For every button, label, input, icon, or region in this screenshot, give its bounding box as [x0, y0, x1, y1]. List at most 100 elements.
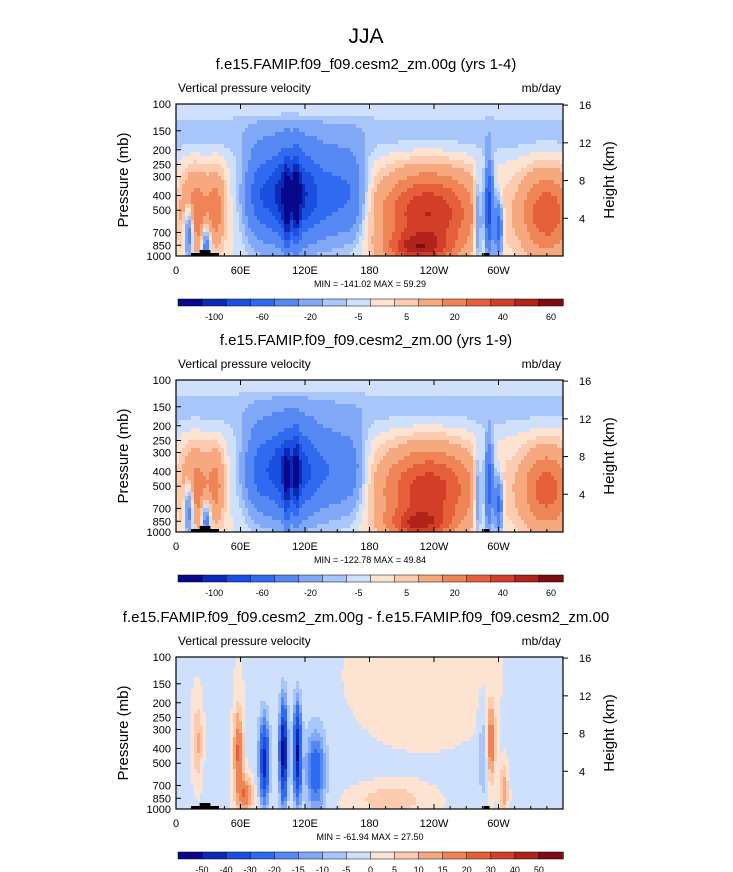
colorbar-box [394, 298, 420, 307]
colorbar-box [322, 298, 348, 307]
y-axis-right-label: Height (km) [601, 141, 618, 219]
p-tick-label: 400 [153, 191, 171, 203]
p-tick-label: 500 [153, 481, 171, 493]
colorbar-box [514, 574, 540, 583]
colorbar-box [346, 851, 372, 860]
colorbar-label: -60 [256, 588, 269, 598]
colorbar-box [177, 574, 203, 583]
colorbar-label: 20 [450, 312, 460, 322]
stats-label: MIN = -141.02 MAX = 59.29 [314, 279, 426, 289]
colorbar-box [466, 574, 492, 583]
colorbar-label: -100 [205, 312, 223, 322]
heatmap-field [176, 380, 563, 532]
y-axis-label: Pressure (mb) [115, 408, 132, 503]
colorbar-box [394, 574, 420, 583]
p-tick-label: 100 [153, 375, 171, 387]
colorbar-box [322, 851, 348, 860]
p-tick-label: 100 [153, 652, 171, 664]
x-tick-label: 180 [360, 265, 378, 277]
colorbar-label: -20 [304, 588, 317, 598]
colorbar-label: -20 [304, 312, 317, 322]
p-tick-label: 300 [153, 448, 171, 460]
colorbar: -50 -40 -30 -20 -15 -10 -5 0 5 10 15 20 30 40 50 [177, 851, 564, 872]
colorbar-label: 5 [404, 312, 409, 322]
colorbar-box [490, 851, 516, 860]
x-tick-label: 120W [420, 541, 449, 553]
x-tick-label: 120E [292, 265, 318, 277]
colorbar-box [201, 298, 227, 307]
colorbar-box [370, 574, 396, 583]
colorbar-label: -15 [292, 865, 305, 872]
colorbar-box [442, 298, 468, 307]
colorbar-label: -60 [256, 312, 269, 322]
colorbar-box [538, 574, 564, 583]
x-tick-label: 0 [173, 541, 179, 553]
colorbar-box [274, 851, 299, 860]
p-tick-label: 1000 [147, 804, 171, 816]
colorbar-box [538, 851, 564, 860]
colorbar-box [346, 298, 372, 307]
x-tick-label: 0 [173, 265, 179, 277]
units-label: mb/day [522, 634, 561, 648]
colorbar-label: -50 [196, 865, 209, 872]
h-tick-label: 12 [579, 691, 591, 703]
colorbar-label: 60 [546, 312, 556, 322]
x-tick-label: 120E [292, 541, 318, 553]
p-tick-label: 700 [153, 780, 171, 792]
colorbar-label: 40 [498, 588, 508, 598]
colorbar-box [201, 574, 227, 583]
p-tick-label: 150 [153, 402, 171, 414]
p-tick-label: 1000 [147, 251, 171, 263]
topography [191, 803, 490, 809]
colorbar-box [177, 851, 203, 860]
colorbar-box [298, 298, 324, 307]
colorbar-label: 50 [534, 865, 544, 872]
colorbar-box [370, 298, 396, 307]
colorbar-label: -5 [342, 865, 350, 872]
h-tick-label: 16 [579, 100, 591, 112]
colorbar-box [298, 574, 324, 583]
h-tick-label: 4 [579, 213, 585, 225]
p-tick-label: 150 [153, 679, 171, 691]
colorbar-box [490, 574, 516, 583]
colorbar-label: -5 [354, 312, 362, 322]
h-tick-label: 8 [579, 176, 585, 188]
p-tick-label: 400 [153, 467, 171, 479]
colorbar-box [249, 298, 275, 307]
panel-3: f.e15.FAMIP.f09_f09.cesm2_zm.00g - f.e15… [115, 609, 618, 872]
figure-title: JJA [348, 25, 383, 48]
y-axis-label: Pressure (mb) [115, 685, 132, 780]
colorbar-box [370, 851, 396, 860]
panel-title: f.e15.FAMIP.f09_f09.cesm2_zm.00g - f.e15… [123, 609, 609, 626]
h-tick-label: 12 [579, 138, 591, 150]
colorbar-box [418, 851, 444, 860]
colorbar-label: 5 [392, 865, 397, 872]
colorbar-box [274, 574, 299, 583]
p-tick-label: 850 [153, 516, 171, 528]
h-tick-label: 12 [579, 414, 591, 426]
h-tick-label: 4 [579, 766, 585, 778]
colorbar-box [249, 851, 275, 860]
colorbar-box [394, 851, 420, 860]
colorbar-label: -10 [316, 865, 329, 872]
p-tick-label: 500 [153, 205, 171, 217]
colorbar-box [274, 298, 299, 307]
stats-label: MIN = -122.78 MAX = 49.84 [314, 555, 426, 565]
p-tick-label: 700 [153, 503, 171, 515]
stats-label: MIN = -61.94 MAX = 27.50 [316, 832, 423, 842]
x-tick-label: 60E [231, 541, 251, 553]
topography [191, 250, 490, 256]
h-tick-label: 4 [579, 489, 585, 501]
colorbar-label: 30 [486, 865, 496, 872]
colorbar-label: 40 [498, 312, 508, 322]
p-tick-label: 850 [153, 793, 171, 805]
heatmap-field [176, 104, 563, 256]
colorbar-label: 0 [368, 865, 373, 872]
colorbar-label: -20 [268, 865, 281, 872]
p-tick-label: 850 [153, 240, 171, 252]
p-tick-label: 300 [153, 725, 171, 737]
colorbar-box [442, 851, 468, 860]
p-tick-label: 700 [153, 227, 171, 239]
h-tick-label: 16 [579, 376, 591, 388]
p-tick-label: 250 [153, 712, 171, 724]
